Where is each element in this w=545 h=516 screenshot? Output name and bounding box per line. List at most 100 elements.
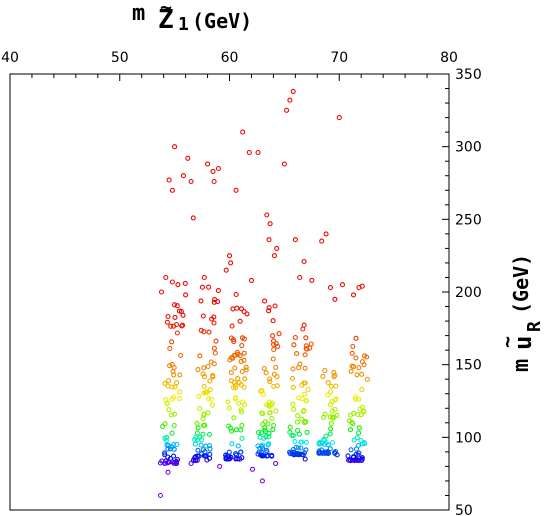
- scatter-point: [249, 466, 256, 472]
- x-axis-title: m Z ~ 1 (GeV): [132, 0, 252, 35]
- scatter-point: [266, 441, 272, 447]
- scatter-point: [273, 408, 279, 414]
- scatter-point: [361, 362, 367, 368]
- scatter-point: [223, 267, 229, 273]
- x-axis-title-base: m: [132, 1, 145, 26]
- scatter-point: [226, 423, 232, 429]
- scatter-point: [328, 389, 334, 395]
- scatter-point: [169, 339, 175, 345]
- scatter-point: [230, 337, 236, 343]
- scatter-point: [239, 422, 245, 428]
- scatter-point: [240, 129, 246, 135]
- scatter-point: [325, 392, 331, 398]
- scatter-point: [270, 356, 276, 362]
- scatter-point: [215, 299, 221, 305]
- scatter-point: [165, 454, 171, 460]
- scatter-point: [356, 430, 362, 436]
- scatter-point: [281, 161, 287, 167]
- scatter-point: [234, 305, 240, 311]
- scatter-point: [238, 427, 244, 433]
- scatter-point: [267, 221, 273, 227]
- scatter-point: [231, 380, 237, 386]
- scatter-point: [354, 435, 360, 441]
- scatter-point: [195, 425, 201, 431]
- scatter-point: [271, 346, 277, 353]
- scatter-point: [165, 378, 172, 384]
- scatter-point: [238, 409, 245, 415]
- scatter-point: [174, 457, 181, 463]
- y-axis-title-base: m: [509, 359, 534, 372]
- scatter-point: [183, 292, 189, 298]
- scatter-point: [174, 380, 180, 386]
- scatter-point: [302, 420, 308, 426]
- scatter-point: [180, 173, 186, 179]
- scatter-point: [320, 373, 326, 379]
- scatter-point: [243, 367, 249, 373]
- scatter-point: [349, 420, 355, 426]
- scatter-point: [172, 144, 178, 150]
- scatter-point: [323, 433, 329, 439]
- scatter-point: [300, 408, 306, 415]
- scatter-point: [230, 306, 236, 312]
- scatter-point: [223, 452, 229, 458]
- scatter-point: [226, 253, 233, 259]
- scatter-point: [353, 335, 359, 341]
- y-axis-title-subscript: R: [524, 321, 545, 332]
- scatter-point: [168, 412, 175, 418]
- scatter-point: [238, 358, 244, 364]
- scatter-point: [178, 352, 184, 359]
- y-tick-label: 150: [455, 358, 482, 374]
- scatter-point: [333, 396, 339, 402]
- scatter-point: [323, 231, 329, 237]
- scatter-point: [215, 288, 221, 294]
- scatter-point: [210, 373, 216, 379]
- scatter-point: [211, 345, 217, 351]
- scatter-point: [188, 178, 194, 185]
- scatter-point: [356, 396, 362, 402]
- scatter-point: [197, 353, 203, 359]
- scatter-point: [359, 387, 365, 393]
- scatter-point: [304, 429, 310, 435]
- scatter-point: [208, 396, 214, 402]
- scatter-point: [170, 369, 176, 375]
- scatter-point: [206, 329, 212, 335]
- scatter-point: [259, 453, 265, 459]
- scatter-point: [287, 424, 293, 430]
- scatter-point: [165, 446, 171, 452]
- scatter-point: [236, 380, 242, 386]
- scatter-point: [350, 421, 356, 427]
- scatter-point: [173, 321, 180, 328]
- scatter-point: [171, 411, 178, 417]
- x-axis: 40 50 60 70 80: [1, 50, 458, 81]
- scatter-point: [158, 289, 165, 295]
- scatter-point: [302, 380, 308, 386]
- scatter-point: [275, 343, 281, 349]
- scatter-point: [198, 442, 204, 448]
- scatter-point: [270, 427, 276, 433]
- scatter-point: [228, 370, 234, 376]
- scatter-point: [309, 277, 315, 283]
- scatter-point: [169, 459, 176, 465]
- scatter-point: [258, 452, 264, 458]
- scatter-point: [203, 443, 209, 449]
- scatter-point: [294, 351, 300, 357]
- scatter-point: [290, 88, 296, 94]
- x-axis-title-subscript: 1: [178, 14, 189, 35]
- scatter-point: [246, 149, 252, 156]
- scatter-point: [348, 447, 354, 453]
- scatter-point: [194, 430, 200, 436]
- scatter-point: [270, 318, 276, 324]
- scatter-point: [177, 372, 183, 378]
- scatter-point: [180, 312, 186, 318]
- scatter-point: [171, 372, 177, 378]
- scatter-point: [272, 303, 278, 309]
- scatter-point: [356, 425, 362, 431]
- scatter-point: [291, 406, 297, 412]
- scatter-point: [276, 331, 282, 337]
- scatter-point: [303, 343, 309, 349]
- scatter-point: [302, 352, 308, 358]
- x-axis-title-unit: (GeV): [192, 9, 252, 33]
- scatter-point: [200, 416, 206, 422]
- scatter-point: [295, 427, 301, 434]
